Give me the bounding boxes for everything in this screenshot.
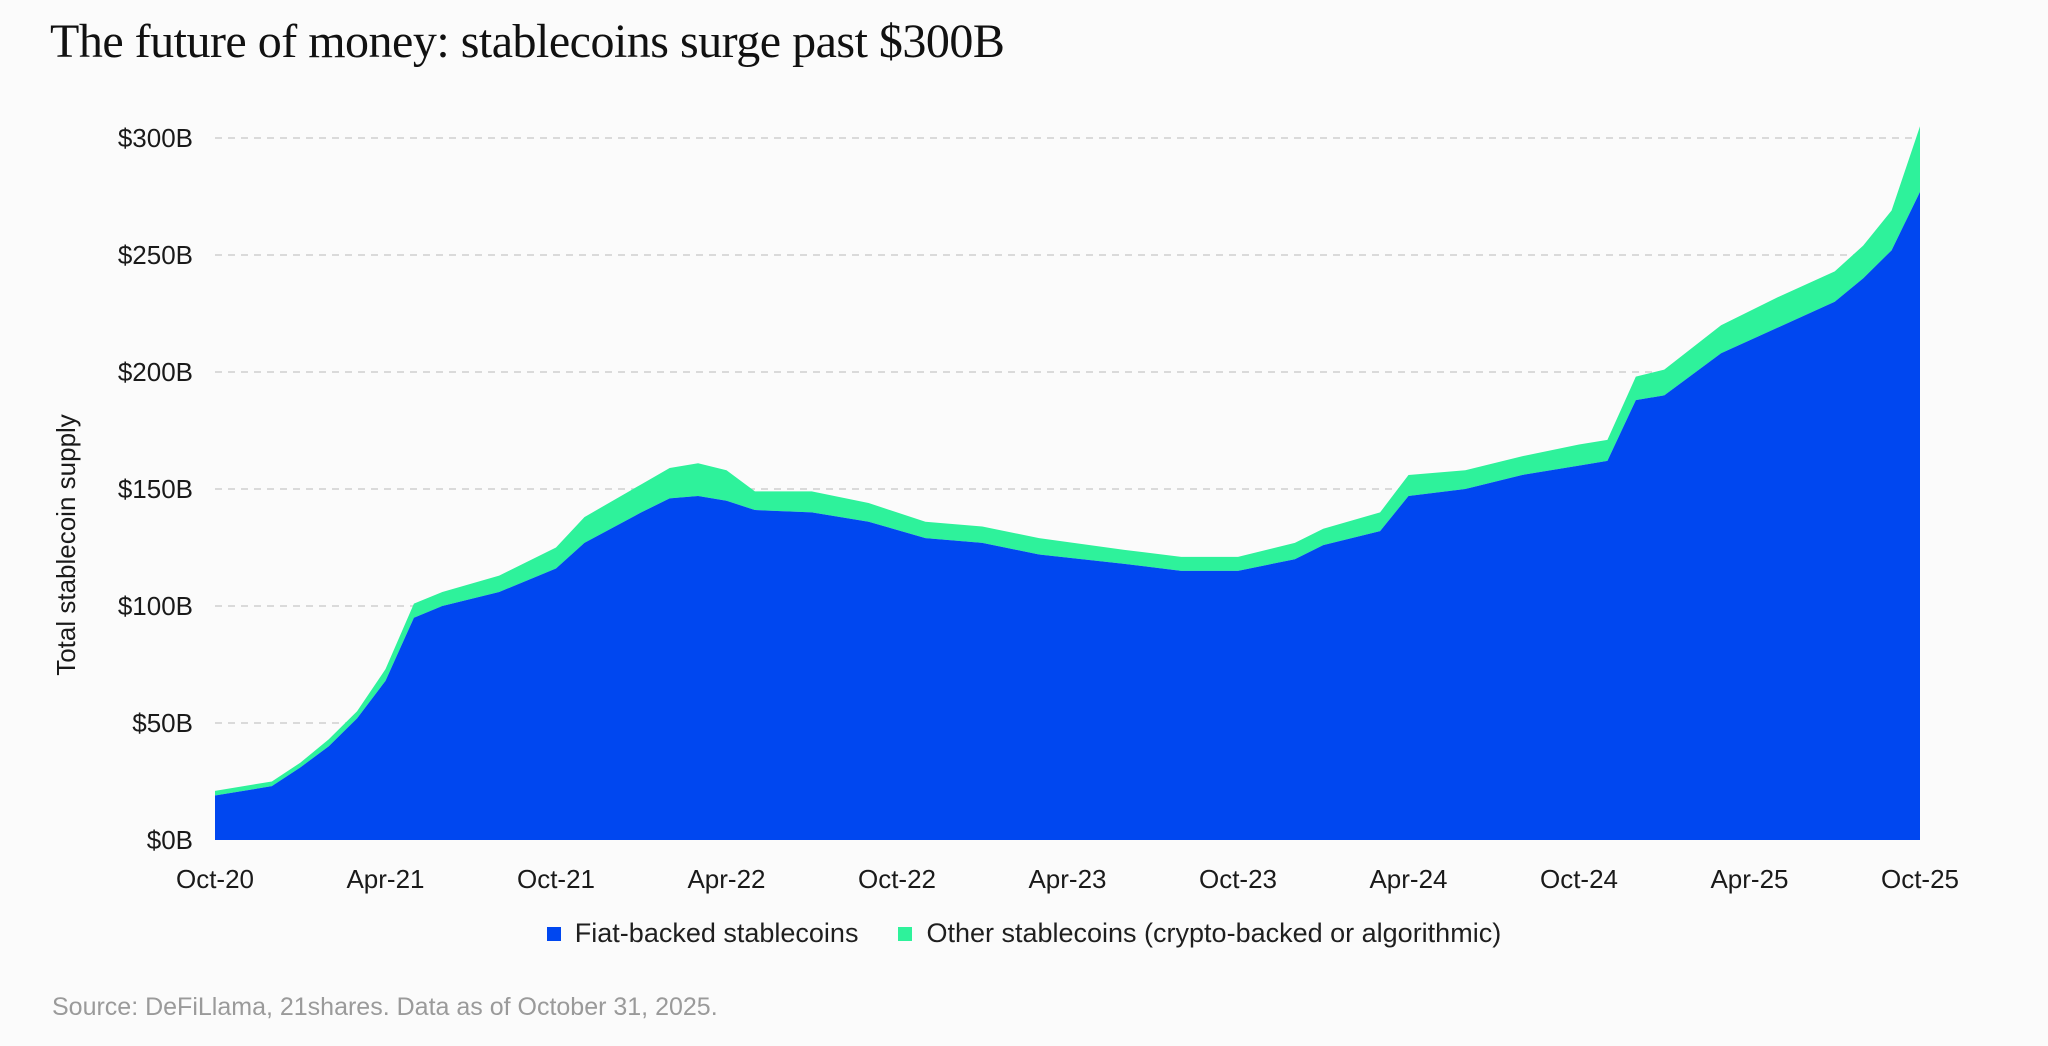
legend-item-fiat: Fiat-backed stablecoins [546, 918, 859, 949]
x-tick-label: Apr-25 [1710, 864, 1788, 894]
x-tick-label: Apr-22 [687, 864, 765, 894]
x-tick-label: Oct-21 [517, 864, 595, 894]
x-tick-label: Oct-22 [858, 864, 936, 894]
area-series [215, 126, 1920, 840]
y-tick-label: $100B [118, 591, 193, 621]
y-tick-label: $50B [132, 708, 193, 738]
y-axis-label: Total stablecoin supply [51, 414, 81, 676]
legend-label-fiat: Fiat-backed stablecoins [574, 918, 859, 948]
y-tick-label: $300B [118, 123, 193, 153]
x-tick-label: Oct-20 [176, 864, 254, 894]
y-axis-ticks: $0B $50B $100B $150B $200B $250B $300B [118, 123, 193, 855]
source-note: Source: DeFiLlama, 21shares. Data as of … [52, 993, 718, 1021]
x-tick-label: Apr-23 [1028, 864, 1106, 894]
x-tick-label: Apr-21 [346, 864, 424, 894]
legend: Fiat-backed stablecoins Other stablecoin… [0, 918, 2048, 949]
x-axis-ticks: Oct-20 Apr-21 Oct-21 Apr-22 Oct-22 Apr-23 Oct-… [176, 864, 1959, 894]
legend-swatch-fiat [546, 926, 561, 941]
area-fiat-backed-stablecoins [215, 191, 1920, 840]
chart-title: The future of money: stablecoins surge p… [50, 15, 1005, 68]
legend-label-other: Other stablecoins (crypto-backed or algo… [926, 918, 1502, 948]
x-tick-label: Apr-24 [1369, 864, 1447, 894]
x-tick-label: Oct-25 [1881, 864, 1959, 894]
y-tick-label: $150B [118, 474, 193, 504]
y-tick-label: $200B [118, 357, 193, 387]
y-tick-label: $0B [147, 825, 193, 855]
area-other-stablecoins [215, 126, 1920, 796]
legend-swatch-other [898, 926, 913, 941]
x-tick-label: Oct-23 [1199, 864, 1277, 894]
y-tick-label: $250B [118, 240, 193, 270]
legend-item-other: Other stablecoins (crypto-backed or algo… [898, 918, 1501, 949]
x-tick-label: Oct-24 [1540, 864, 1618, 894]
